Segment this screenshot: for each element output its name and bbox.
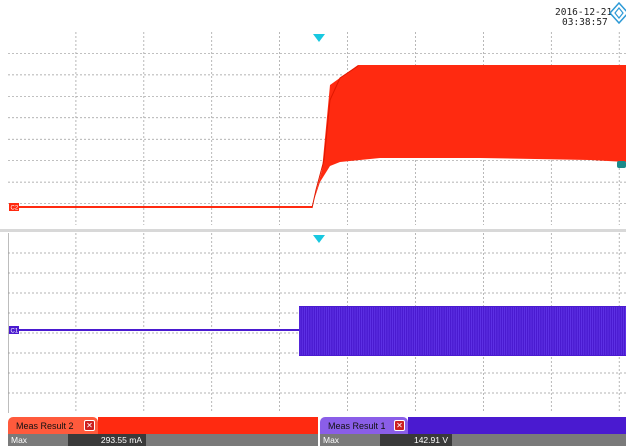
meas-result-2-row: Max 293.55 mA (8, 434, 318, 446)
waveform-red (18, 65, 626, 209)
meas-result-2-panel: Meas Result 2 ✕ Max 293.55 mA (8, 417, 318, 447)
meas-result-1-tab[interactable]: Meas Result 1 (320, 417, 408, 434)
offset-marker-right[interactable] (617, 161, 626, 168)
channel-marker-red[interactable]: C2 (9, 203, 19, 212)
waveform-red-baseline (18, 206, 312, 208)
meas-result-1-title: Meas Result 1 (328, 420, 386, 431)
meas-result-2-header-bar (98, 417, 318, 434)
channel-marker-purple[interactable]: C1 (9, 326, 19, 335)
trigger-marker-bottom[interactable] (313, 235, 325, 243)
rohde-schwarz-diamond-icon (608, 1, 626, 25)
waveform-red-envelope (312, 65, 626, 208)
meas-result-2-value: 293.55 mA (68, 434, 146, 446)
meas-result-1-row: Max 142.91 V (320, 434, 626, 446)
channel-marker-purple-label: C1 (11, 329, 19, 335)
meas-result-1-header-bar (408, 417, 626, 434)
meas-result-1-close-icon[interactable]: ✕ (394, 420, 405, 431)
waveform-purple-burst-pattern (299, 307, 626, 355)
meas-result-2-tab[interactable]: Meas Result 2 (8, 417, 98, 434)
meas-result-1-row-label: Max (323, 435, 340, 445)
meas-result-2-row-label: Max (11, 435, 28, 445)
trigger-marker-top[interactable] (313, 34, 325, 42)
lower-window-border-left (8, 233, 9, 413)
waveform-red-envelope-edge (311, 65, 359, 209)
channel-marker-red-label: C2 (11, 206, 19, 212)
meas-result-2-title: Meas Result 2 (16, 420, 74, 431)
waveform-purple (18, 306, 626, 356)
meas-result-2-close-icon[interactable]: ✕ (84, 420, 95, 431)
date-label: 2016-12-21 (555, 7, 612, 18)
waveform-purple-baseline (18, 329, 299, 331)
window-separator (0, 229, 626, 232)
upper-grid (8, 32, 626, 225)
meas-result-1-value: 142.91 V (380, 434, 452, 446)
time-label: 03:38:57 (562, 17, 608, 28)
meas-result-1-panel: Meas Result 1 ✕ Max 142.91 V (320, 417, 626, 447)
